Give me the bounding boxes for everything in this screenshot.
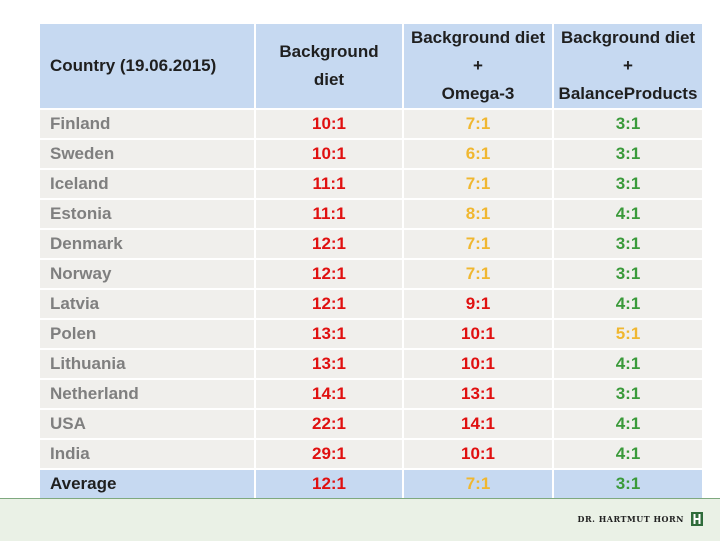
ratio-balance-products: 4:1	[554, 290, 702, 318]
ratio-balance-products: 3:1	[554, 110, 702, 138]
header-line: +	[623, 56, 633, 75]
ratio-omega3: 7:1	[404, 260, 552, 288]
country-name: India	[40, 440, 254, 468]
logo-text: DR. HARTMUT HORN	[577, 514, 684, 524]
ratio-omega3: 10:1	[404, 350, 552, 378]
country-name: Finland	[40, 110, 254, 138]
country-name: USA	[40, 410, 254, 438]
header-country: Country (19.06.2015)	[40, 24, 254, 108]
country-name: Estonia	[40, 200, 254, 228]
table-row: Latvia 12:1 9:1 4:1	[40, 290, 702, 318]
ratio-balance-products: 3:1	[554, 140, 702, 168]
header-line: Background diet	[560, 28, 696, 47]
header-line: diet	[313, 70, 345, 89]
header-line: Omega-3	[441, 84, 515, 103]
header-background-diet: Background diet	[256, 24, 402, 108]
table-row: Norway 12:1 7:1 3:1	[40, 260, 702, 288]
ratio-omega3: 8:1	[404, 200, 552, 228]
table-row: Netherland 14:1 13:1 3:1	[40, 380, 702, 408]
ratio-omega3: 7:1	[404, 470, 552, 498]
table-row: USA 22:1 14:1 4:1	[40, 410, 702, 438]
country-name: Denmark	[40, 230, 254, 258]
country-name: Lithuania	[40, 350, 254, 378]
ratio-background-diet: 12:1	[256, 230, 402, 258]
ratio-background-diet: 14:1	[256, 380, 402, 408]
ratio-table-container: Country (19.06.2015) Background diet Bac…	[38, 22, 702, 500]
header-omega3: Background diet + Omega-3	[404, 24, 552, 108]
table-row: Lithuania 13:1 10:1 4:1	[40, 350, 702, 378]
ratio-background-diet: 12:1	[256, 470, 402, 498]
ratio-balance-products: 3:1	[554, 230, 702, 258]
table-row: Estonia 11:1 8:1 4:1	[40, 200, 702, 228]
ratio-balance-products: 4:1	[554, 350, 702, 378]
ratio-background-diet: 12:1	[256, 260, 402, 288]
ratio-omega3: 10:1	[404, 320, 552, 348]
ratio-balance-products: 4:1	[554, 440, 702, 468]
ratio-background-diet: 10:1	[256, 110, 402, 138]
country-name: Netherland	[40, 380, 254, 408]
ratio-balance-products: 3:1	[554, 470, 702, 498]
ratio-background-diet: 12:1	[256, 290, 402, 318]
ratio-background-diet: 22:1	[256, 410, 402, 438]
country-name: Latvia	[40, 290, 254, 318]
table-row: Denmark 12:1 7:1 3:1	[40, 230, 702, 258]
ratio-background-diet: 29:1	[256, 440, 402, 468]
average-row: Average 12:1 7:1 3:1	[40, 470, 702, 498]
table-row: Iceland 11:1 7:1 3:1	[40, 170, 702, 198]
ratio-omega3: 9:1	[404, 290, 552, 318]
ratio-background-diet: 13:1	[256, 320, 402, 348]
table-body: Finland 10:1 7:1 3:1 Sweden 10:1 6:1 3:1 Iceland…	[40, 110, 702, 498]
ratio-background-diet: 11:1	[256, 170, 402, 198]
table-row: Polen 13:1 10:1 5:1	[40, 320, 702, 348]
ratio-omega3: 7:1	[404, 110, 552, 138]
ratio-background-diet: 13:1	[256, 350, 402, 378]
ratio-omega3: 7:1	[404, 230, 552, 258]
logo-mark-icon	[691, 512, 703, 526]
table-row: Finland 10:1 7:1 3:1	[40, 110, 702, 138]
ratio-omega3: 6:1	[404, 140, 552, 168]
country-name: Iceland	[40, 170, 254, 198]
ratio-balance-products: 4:1	[554, 200, 702, 228]
header-balance-products: Background diet + BalanceProducts	[554, 24, 702, 108]
table-header-row: Country (19.06.2015) Background diet Bac…	[40, 24, 702, 108]
header-line: Background diet	[410, 28, 546, 47]
table-row: India 29:1 10:1 4:1	[40, 440, 702, 468]
ratio-balance-products: 3:1	[554, 380, 702, 408]
footer-logo: DR. HARTMUT HORN	[578, 511, 704, 527]
ratio-balance-products: 3:1	[554, 170, 702, 198]
country-name: Norway	[40, 260, 254, 288]
country-name: Sweden	[40, 140, 254, 168]
ratio-balance-products: 4:1	[554, 410, 702, 438]
footer-bar	[0, 498, 720, 541]
country-name: Polen	[40, 320, 254, 348]
ratio-background-diet: 10:1	[256, 140, 402, 168]
ratio-omega3: 14:1	[404, 410, 552, 438]
header-line: +	[473, 56, 483, 75]
ratio-balance-products: 3:1	[554, 260, 702, 288]
ratio-omega3: 7:1	[404, 170, 552, 198]
ratio-balance-products: 5:1	[554, 320, 702, 348]
ratio-omega3: 10:1	[404, 440, 552, 468]
table-row: Sweden 10:1 6:1 3:1	[40, 140, 702, 168]
ratio-background-diet: 11:1	[256, 200, 402, 228]
omega-ratio-table: Country (19.06.2015) Background diet Bac…	[38, 22, 704, 500]
ratio-omega3: 13:1	[404, 380, 552, 408]
header-line: Background	[279, 42, 379, 61]
country-name: Average	[40, 470, 254, 498]
header-line: BalanceProducts	[558, 84, 698, 103]
